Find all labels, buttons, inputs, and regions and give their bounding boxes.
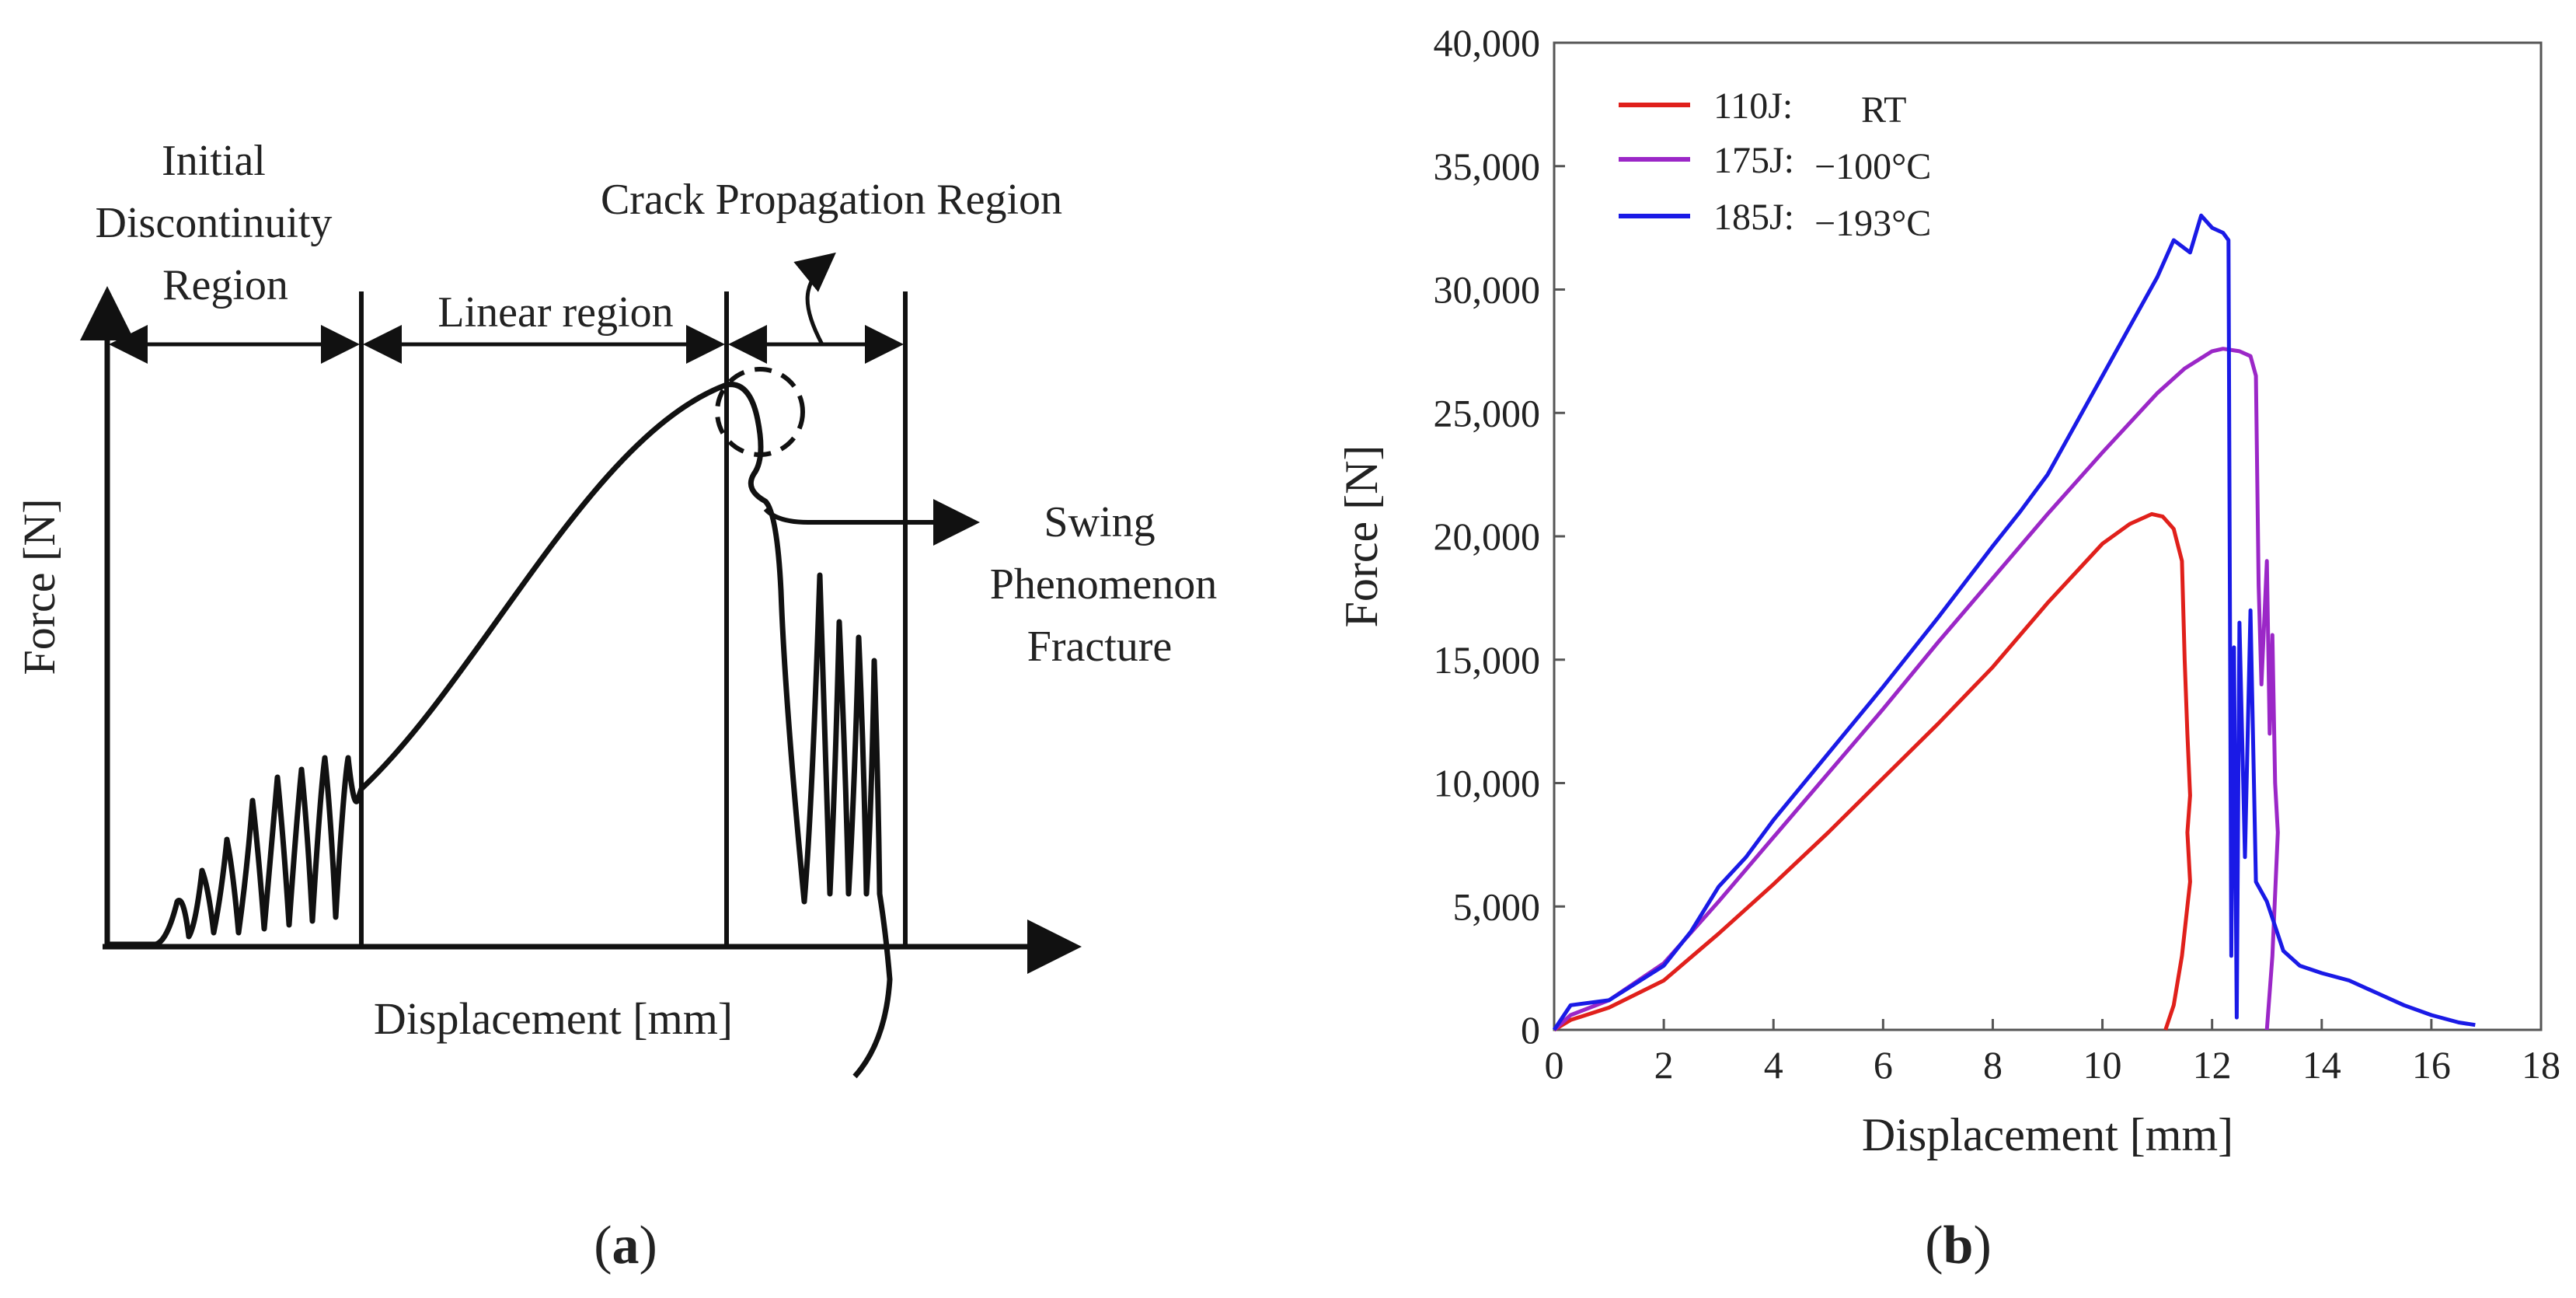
crack-arrow bbox=[793, 252, 836, 346]
y-tick-label: 20,000 bbox=[1434, 515, 1541, 558]
y-tick-label: 10,000 bbox=[1434, 762, 1541, 805]
y-tick-label: 35,000 bbox=[1434, 145, 1541, 188]
caption-a: (a) bbox=[594, 1216, 657, 1275]
series-line-110j bbox=[1553, 511, 2192, 1032]
legend-label-175j: 175J: bbox=[1713, 140, 1794, 181]
x-tick-label: 14 bbox=[2302, 1043, 2341, 1087]
x-tick-label: 8 bbox=[1983, 1043, 2003, 1087]
x-tick-label: 6 bbox=[1874, 1043, 1893, 1087]
chart-y-label: Force [N] bbox=[1336, 445, 1387, 628]
swing-label-line3: Fracture bbox=[1027, 623, 1173, 671]
series-line-185j bbox=[1552, 213, 2476, 1031]
y-tick-label: 15,000 bbox=[1434, 638, 1541, 682]
swing-label-line1: Swing bbox=[1044, 498, 1155, 546]
swing-arrow bbox=[763, 499, 980, 546]
crack-marker-circle bbox=[715, 367, 805, 457]
initial-label-line2: Discontinuity bbox=[96, 199, 333, 247]
schematic-force-curve bbox=[107, 382, 893, 1079]
y-axis: 0 5,000 10,000 15,000 20,000 25,000 30,000 35,0… bbox=[1434, 21, 1565, 1052]
linear-region-label: Linear region bbox=[437, 288, 673, 337]
y-tick-label: 25,000 bbox=[1434, 391, 1541, 434]
x-axis: 0 2 4 6 8 10 12 14 16 18 bbox=[1545, 1019, 2560, 1087]
swing-label-line2: Phenomenon bbox=[990, 560, 1217, 609]
y-tick-label: 0 bbox=[1521, 1008, 1540, 1052]
x-tick-label: 12 bbox=[2193, 1043, 2232, 1087]
series-lines bbox=[1552, 213, 2476, 1032]
schematic-y-label: Force [N] bbox=[14, 498, 64, 675]
crack-region-label: Crack Propagation Region bbox=[601, 176, 1062, 224]
x-tick-label: 4 bbox=[1764, 1043, 1783, 1087]
y-tick-label: 40,000 bbox=[1434, 21, 1541, 65]
y-tick-label: 5,000 bbox=[1453, 885, 1541, 928]
caption-b: (b) bbox=[1925, 1216, 1992, 1275]
x-tick-label: 18 bbox=[2522, 1043, 2560, 1087]
x-tick-label: 0 bbox=[1545, 1043, 1564, 1087]
legend-condition-110j: RT bbox=[1861, 89, 1906, 131]
x-tick-label: 10 bbox=[2083, 1043, 2122, 1087]
initial-label-line3: Region bbox=[162, 261, 288, 309]
initial-label-line1: Initial bbox=[162, 137, 266, 185]
legend: 110J: RT 175J: −100°C 185J: −193°C bbox=[1619, 85, 1931, 244]
chart-x-label: Displacement [mm] bbox=[1862, 1109, 2233, 1160]
legend-condition-185j: −193°C bbox=[1814, 203, 1931, 244]
legend-label-110j: 110J: bbox=[1713, 85, 1793, 127]
panel-a-schematic: Initial Discontinuity Region Linear regi… bbox=[14, 137, 1217, 1275]
series-line-175j bbox=[1553, 347, 2280, 1031]
panel-b-line-chart: 0 5,000 10,000 15,000 20,000 25,000 30,000 35,0… bbox=[1336, 21, 2560, 1275]
schematic-x-label: Displacement [mm] bbox=[374, 993, 733, 1044]
plot-frame bbox=[1553, 41, 2543, 1031]
legend-label-185j: 185J: bbox=[1713, 197, 1794, 238]
x-tick-label: 2 bbox=[1654, 1043, 1674, 1087]
x-tick-label: 16 bbox=[2412, 1043, 2451, 1087]
y-tick-label: 30,000 bbox=[1434, 268, 1541, 312]
legend-condition-175j: −100°C bbox=[1814, 146, 1931, 187]
